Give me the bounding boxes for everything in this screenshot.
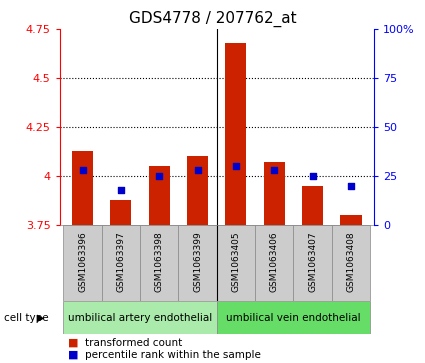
Bar (293, 225, 332, 301)
Text: GSM1063397: GSM1063397 (116, 231, 125, 292)
Point (309, 173, 316, 179)
Text: umbilical vein endothelial: umbilical vein endothelial (226, 313, 361, 323)
Text: umbilical artery endothelial: umbilical artery endothelial (68, 313, 212, 323)
Point (79, 167, 86, 173)
Text: GSM1063396: GSM1063396 (78, 231, 87, 292)
Bar (178, 225, 217, 301)
Point (271, 167, 278, 173)
Text: ▶: ▶ (37, 313, 44, 323)
Bar (63, 225, 102, 301)
Text: ■: ■ (68, 350, 79, 360)
Bar (264, 162, 285, 225)
Bar (140, 225, 178, 301)
Bar (217, 225, 255, 301)
Text: GDS4778 / 207762_at: GDS4778 / 207762_at (129, 11, 296, 27)
Text: cell type: cell type (4, 313, 49, 323)
Bar (255, 225, 293, 301)
Point (232, 163, 239, 169)
Bar (225, 43, 246, 225)
Point (194, 167, 201, 173)
Text: ■: ■ (68, 338, 79, 348)
Bar (332, 225, 370, 301)
Bar (102, 225, 140, 301)
Text: GSM1063398: GSM1063398 (155, 231, 164, 292)
Point (348, 183, 354, 189)
Bar (302, 186, 323, 225)
Text: GSM1063408: GSM1063408 (346, 231, 355, 292)
Text: GSM1063407: GSM1063407 (308, 231, 317, 292)
Bar (340, 215, 362, 225)
Text: GSM1063399: GSM1063399 (193, 231, 202, 292)
Text: GSM1063406: GSM1063406 (270, 231, 279, 292)
Point (156, 173, 163, 179)
Point (117, 187, 124, 193)
Bar (217, 301, 370, 334)
Bar (63, 301, 217, 334)
Bar (110, 200, 131, 225)
Bar (72, 151, 93, 225)
Bar (187, 156, 208, 225)
Text: GSM1063405: GSM1063405 (232, 231, 241, 292)
Text: transformed count: transformed count (85, 338, 182, 348)
Text: percentile rank within the sample: percentile rank within the sample (85, 350, 261, 360)
Bar (149, 166, 170, 225)
